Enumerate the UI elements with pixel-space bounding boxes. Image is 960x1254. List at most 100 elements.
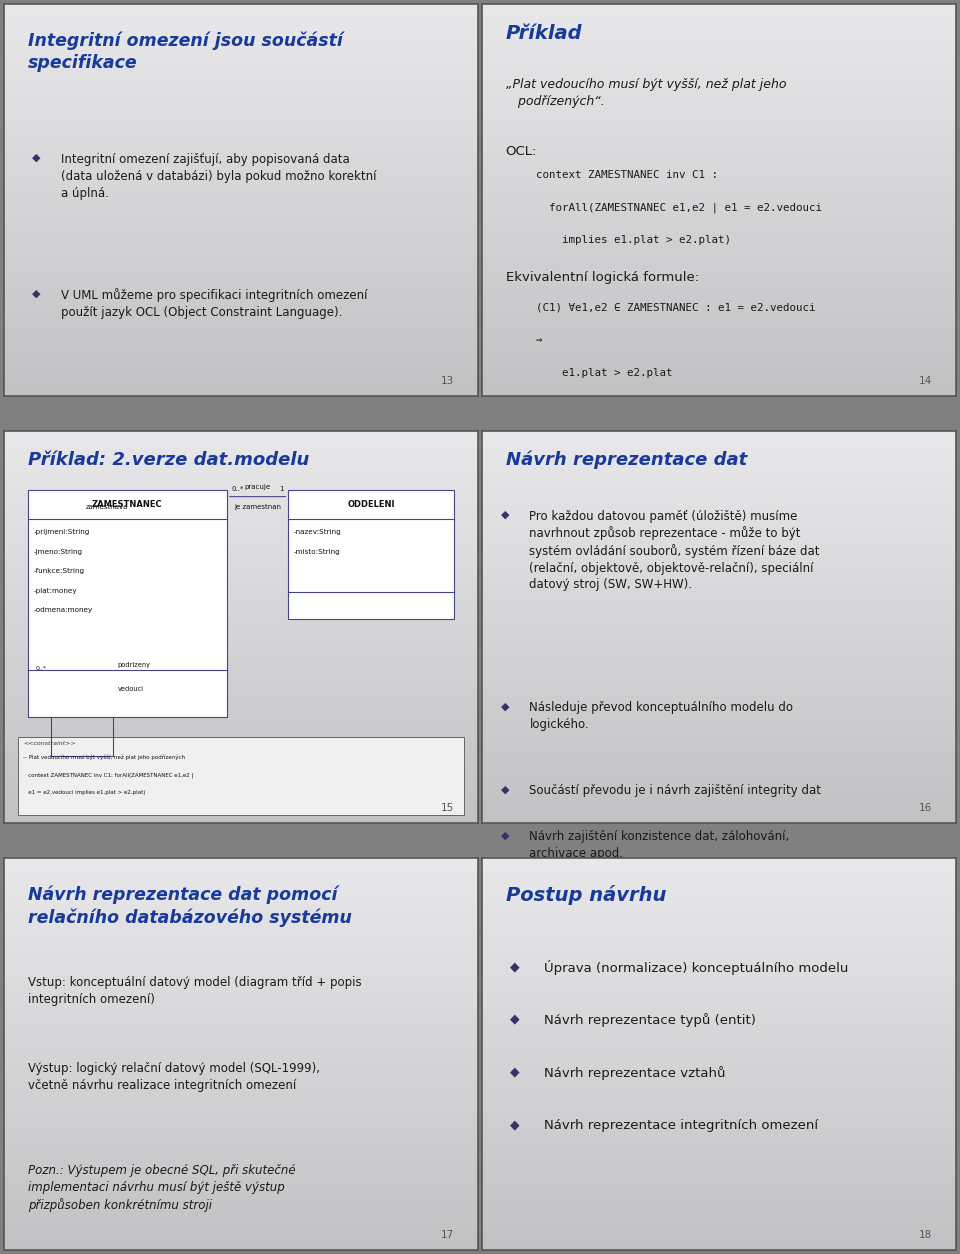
Bar [4,4,478,8]
Bar [482,538,956,542]
Bar [4,73,478,75]
Bar [4,735,478,739]
Bar [482,49,956,53]
Bar [482,199,956,203]
Bar [482,1014,956,1018]
Bar [482,118,956,122]
Bar [482,454,956,458]
Text: -odmena:money: -odmena:money [34,607,92,613]
Bar [4,157,478,161]
Bar [4,75,478,79]
Bar [4,197,478,199]
Bar [482,819,956,823]
Bar [482,46,956,50]
Bar [482,444,956,448]
Bar [4,794,478,796]
Bar [482,992,956,996]
Bar [4,1191,478,1195]
Bar [482,627,956,631]
Bar [482,522,956,525]
Bar [4,108,478,112]
Bar [4,20,478,24]
Bar [482,1106,956,1110]
Bar [4,796,478,800]
Bar [482,1142,956,1145]
Bar [4,741,478,745]
Bar [4,1165,478,1169]
Bar [4,1167,478,1171]
Bar [4,933,478,937]
Bar [4,258,478,262]
Bar [4,389,478,393]
Bar [4,226,478,229]
Text: 13: 13 [441,376,454,386]
Text: -nazev:String: -nazev:String [294,529,342,535]
Bar [4,790,478,794]
Bar [4,1004,478,1008]
Bar [482,1224,956,1228]
Bar [482,275,956,278]
Bar [482,633,956,637]
Text: Příklad: 2.verze dat.modelu: Příklad: 2.verze dat.modelu [28,450,309,469]
FancyBboxPatch shape [28,490,227,717]
Bar [4,154,478,158]
Bar [482,1035,956,1037]
Bar [482,532,956,535]
Bar [482,295,956,298]
Bar [482,382,956,386]
Bar [482,183,956,187]
Bar [482,89,956,93]
Bar [4,656,478,660]
Bar [4,1224,478,1228]
Bar [482,73,956,75]
Text: ◆: ◆ [501,784,510,794]
Text: vedouci: vedouci [118,686,144,692]
Text: Úprava (normalizace) konceptuálního modelu: Úprava (normalizace) konceptuálního mode… [543,959,848,974]
Bar [4,774,478,777]
Bar [482,737,956,741]
Text: 0..*: 0..* [36,666,47,671]
Text: -- Plat vedoucího musí být vyšší, než plat jeho podřízených: -- Plat vedoucího musí být vyšší, než pl… [23,755,185,760]
Bar [4,715,478,719]
Bar [482,1116,956,1120]
Bar [482,246,956,250]
Bar [4,489,478,493]
Bar [482,1233,956,1236]
Bar [482,686,956,688]
Bar [482,440,956,444]
Bar [482,554,956,558]
Bar [4,903,478,907]
Bar [4,949,478,953]
Bar [4,285,478,288]
Bar [4,112,478,115]
Bar [482,1243,956,1246]
Bar [482,138,956,142]
Bar [482,1220,956,1224]
Bar [4,1151,478,1155]
Bar [4,209,478,213]
Bar [482,1011,956,1014]
Bar [482,597,956,601]
Bar [4,623,478,627]
Bar [4,1142,478,1145]
Bar [482,473,956,477]
Bar [4,751,478,755]
Text: Postup návrhu: Postup návrhu [506,885,666,905]
Bar [4,913,478,917]
Bar [4,897,478,900]
Text: „Plat vedoucího musí být vyšší, než plat jeho
   podřízených“.: „Plat vedoucího musí být vyšší, než plat… [506,79,786,109]
Bar [482,676,956,680]
Text: Návrh reprezentace dat pomocí
relačního databázového systému: Návrh reprezentace dat pomocí relačního … [28,885,351,927]
Bar [4,1011,478,1014]
Bar [482,682,956,686]
Bar [4,676,478,680]
Bar [482,16,956,20]
Bar [4,630,478,633]
Bar [482,571,956,574]
Bar [4,1100,478,1104]
Bar [4,784,478,788]
Bar [4,816,478,820]
Bar [4,1021,478,1025]
Text: ◆: ◆ [511,1119,520,1131]
Bar [4,1096,478,1100]
